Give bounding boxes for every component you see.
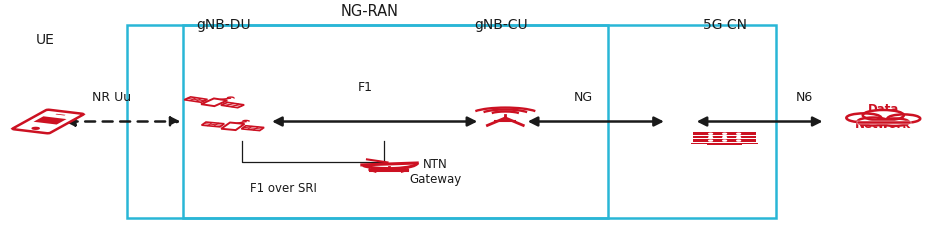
Text: NG: NG [574,91,593,104]
FancyBboxPatch shape [241,126,264,130]
FancyBboxPatch shape [691,143,758,144]
FancyBboxPatch shape [201,98,227,106]
Text: UE: UE [36,33,54,47]
FancyBboxPatch shape [846,114,920,122]
Circle shape [32,127,39,129]
Circle shape [737,133,740,134]
FancyBboxPatch shape [34,116,66,124]
Text: Data
Network: Data Network [856,103,912,131]
Text: F1 over SRI: F1 over SRI [250,182,316,195]
Circle shape [723,133,726,134]
Text: NR Uu: NR Uu [92,91,131,104]
Circle shape [709,140,712,141]
FancyBboxPatch shape [707,144,742,145]
FancyBboxPatch shape [221,122,244,130]
Circle shape [723,140,726,141]
Circle shape [737,137,740,138]
Circle shape [709,137,712,138]
FancyBboxPatch shape [693,136,756,139]
FancyBboxPatch shape [184,97,208,102]
Text: F1: F1 [358,81,373,94]
Circle shape [857,118,888,125]
Text: 5G CN: 5G CN [703,18,747,32]
FancyBboxPatch shape [201,122,225,127]
Circle shape [737,140,740,141]
Text: gNB-CU: gNB-CU [474,18,528,32]
FancyBboxPatch shape [12,110,83,133]
Text: NTN
Gateway: NTN Gateway [409,158,461,186]
Text: N6: N6 [796,91,812,104]
FancyBboxPatch shape [221,102,244,108]
FancyBboxPatch shape [693,139,756,142]
Circle shape [846,113,881,122]
Circle shape [880,118,909,126]
Circle shape [709,133,712,134]
Circle shape [887,114,920,123]
Text: NG-RAN: NG-RAN [341,3,399,18]
Circle shape [863,110,904,121]
Text: gNB-DU: gNB-DU [197,18,251,32]
FancyBboxPatch shape [55,114,66,115]
Circle shape [723,137,726,138]
FancyBboxPatch shape [693,132,756,135]
